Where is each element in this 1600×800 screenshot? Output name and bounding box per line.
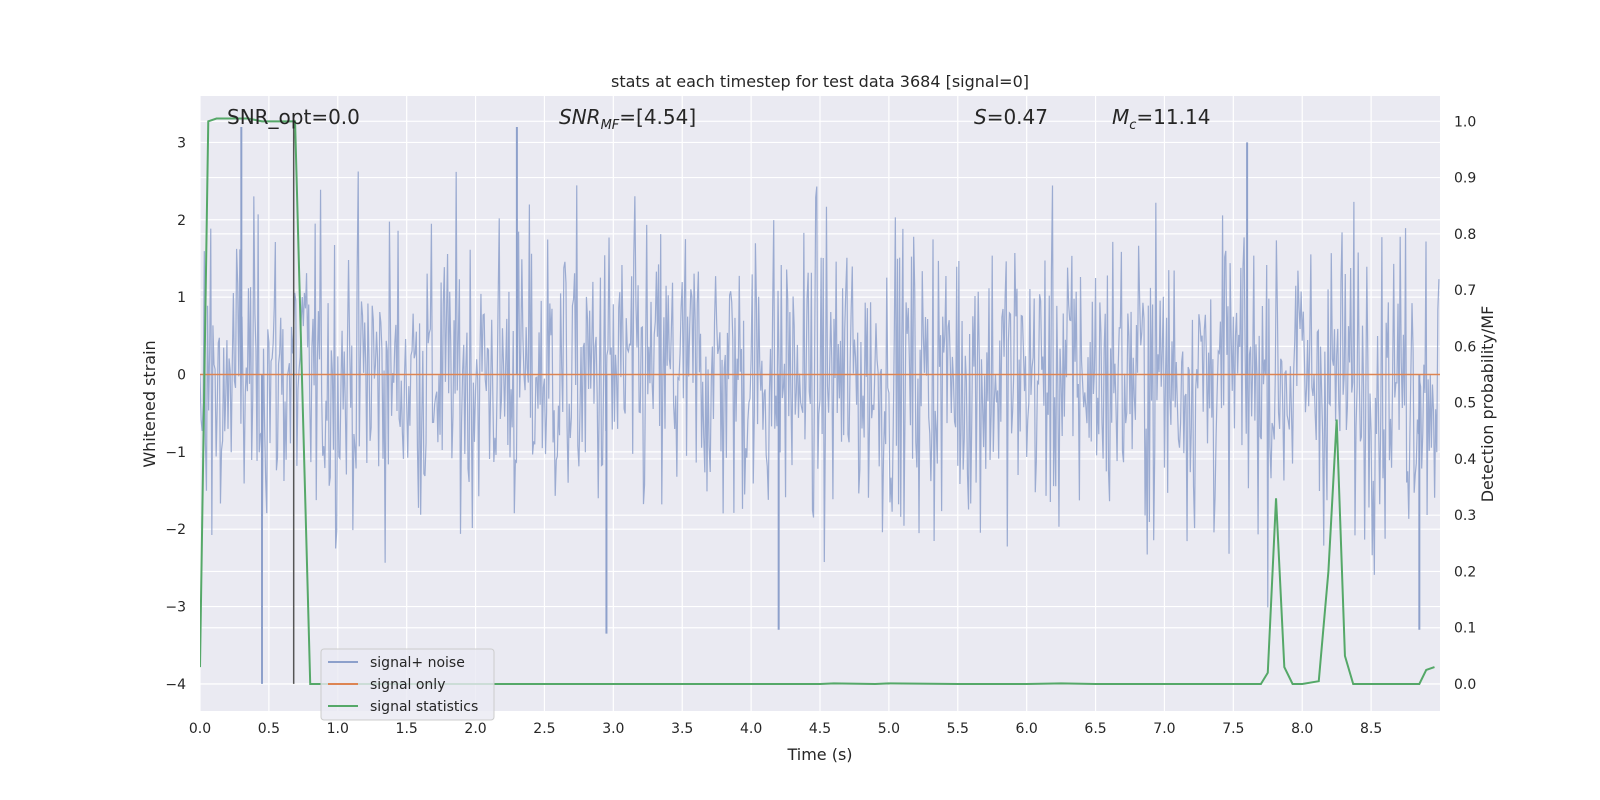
y2-tick-label: 0.3 xyxy=(1454,508,1476,524)
x-tick-label: 1.5 xyxy=(396,721,418,737)
x-axis-label: Time (s) xyxy=(786,745,852,764)
y2-tick-label: 0.2 xyxy=(1454,564,1476,580)
x-tick-label: 3.5 xyxy=(671,721,693,737)
y-tick-label: 0 xyxy=(177,367,186,383)
x-tick-label: 8.0 xyxy=(1291,721,1313,737)
annotation-mc-value: =11.14 xyxy=(1136,105,1210,129)
y2-axis-ticks: 1.0 0.9 0.8 0.7 0.6 0.5 0.4 0.3 0.2 0.1 0.0 xyxy=(1454,114,1476,693)
annotation-snr-mf-prefix: SNR xyxy=(559,105,601,129)
legend-item-signal-statistics: signal statistics xyxy=(328,699,478,715)
series-signal-plus-noise xyxy=(200,126,1440,684)
series-line-signal-plus-noise xyxy=(200,171,1440,608)
x-tick-label: 0.5 xyxy=(258,721,280,737)
x-tick-label: 4.5 xyxy=(809,721,831,737)
x-tick-label: 7.0 xyxy=(1153,721,1175,737)
y2-tick-label: 0.8 xyxy=(1454,227,1476,243)
y2-tick-label: 0.9 xyxy=(1454,171,1476,187)
y2-tick-label: 0.5 xyxy=(1454,396,1476,412)
legend-box xyxy=(320,648,495,721)
legend-label-signal-only: signal only xyxy=(370,677,445,693)
chart-title: stats at each timestep for test data 368… xyxy=(611,72,1029,91)
annotation-s: S=0.47 xyxy=(974,105,1048,129)
annotation-snr-mf-value: =[4.54] xyxy=(619,105,696,129)
y-tick-label: 1 xyxy=(177,290,186,306)
y2-tick-label: 0.0 xyxy=(1454,677,1476,693)
x-tick-label: 6.5 xyxy=(1084,721,1106,737)
annotation-s-prefix: S xyxy=(974,105,987,129)
y2-tick-label: 0.4 xyxy=(1454,452,1476,468)
y-axis-ticks: 3 2 1 0 −1 −2 −3 −4 xyxy=(165,135,186,693)
x-axis-ticks: 0.0 0.5 1.0 1.5 2.0 2.5 3.0 3.5 4.0 4.5 5.0 5.5 6.0 6… xyxy=(189,721,1382,737)
series-line-signal-statistics xyxy=(200,117,1435,685)
annotation-s-value: =0.47 xyxy=(987,105,1048,129)
x-tick-label: 8.5 xyxy=(1360,721,1382,737)
x-tick-label: 7.5 xyxy=(1222,721,1244,737)
y2-tick-label: 0.6 xyxy=(1454,339,1476,355)
y2-tick-label: 0.7 xyxy=(1454,283,1476,299)
y-tick-label: −1 xyxy=(165,445,186,461)
x-tick-label: 0.0 xyxy=(189,721,211,737)
x-tick-label: 5.5 xyxy=(947,721,969,737)
y2-axis-label: Detection probability/MF xyxy=(1478,306,1497,503)
legend-item-signal-plus-noise: signal+ noise xyxy=(328,655,465,671)
x-tick-label: 1.0 xyxy=(327,721,349,737)
y-tick-label: −2 xyxy=(165,522,186,538)
annotation-mc-prefix: M xyxy=(1112,105,1129,129)
annotation-snr-mf: SNRMF=[4.54] xyxy=(559,105,696,133)
x-tick-label: 6.0 xyxy=(1016,721,1038,737)
y2-tick-label: 1.0 xyxy=(1454,114,1476,130)
series-signal-statistics xyxy=(200,117,1435,685)
annotations: SNR_opt=0.0 SNRMF=[4.54] S=0.47 Mc=11.14 xyxy=(227,105,1210,133)
legend-label-signal-plus-noise: signal+ noise xyxy=(370,655,465,671)
y-tick-label: −3 xyxy=(165,600,186,616)
y-axis-label: Whitened strain xyxy=(140,340,159,467)
legend: signal+ noise signal only signal statist… xyxy=(320,648,495,721)
y-tick-label: −4 xyxy=(165,677,186,693)
x-tick-label: 2.5 xyxy=(533,721,555,737)
legend-label-signal-statistics: signal statistics xyxy=(370,699,478,715)
annotation-snr-mf-sub: MF xyxy=(601,118,620,133)
y-tick-label: 2 xyxy=(177,213,186,229)
x-tick-label: 3.0 xyxy=(602,721,624,737)
annotation-snr-opt: SNR_opt=0.0 xyxy=(227,105,360,129)
annotation-mc: Mc=11.14 xyxy=(1112,105,1210,133)
y-tick-label: 3 xyxy=(177,135,186,151)
legend-item-signal-only: signal only xyxy=(328,677,445,693)
y2-tick-label: 0.1 xyxy=(1454,621,1476,637)
annotation-mc-sub: c xyxy=(1129,118,1136,133)
x-tick-label: 2.0 xyxy=(464,721,486,737)
x-tick-label: 4.0 xyxy=(740,721,762,737)
x-tick-label: 5.0 xyxy=(878,721,900,737)
data-area xyxy=(200,117,1440,685)
